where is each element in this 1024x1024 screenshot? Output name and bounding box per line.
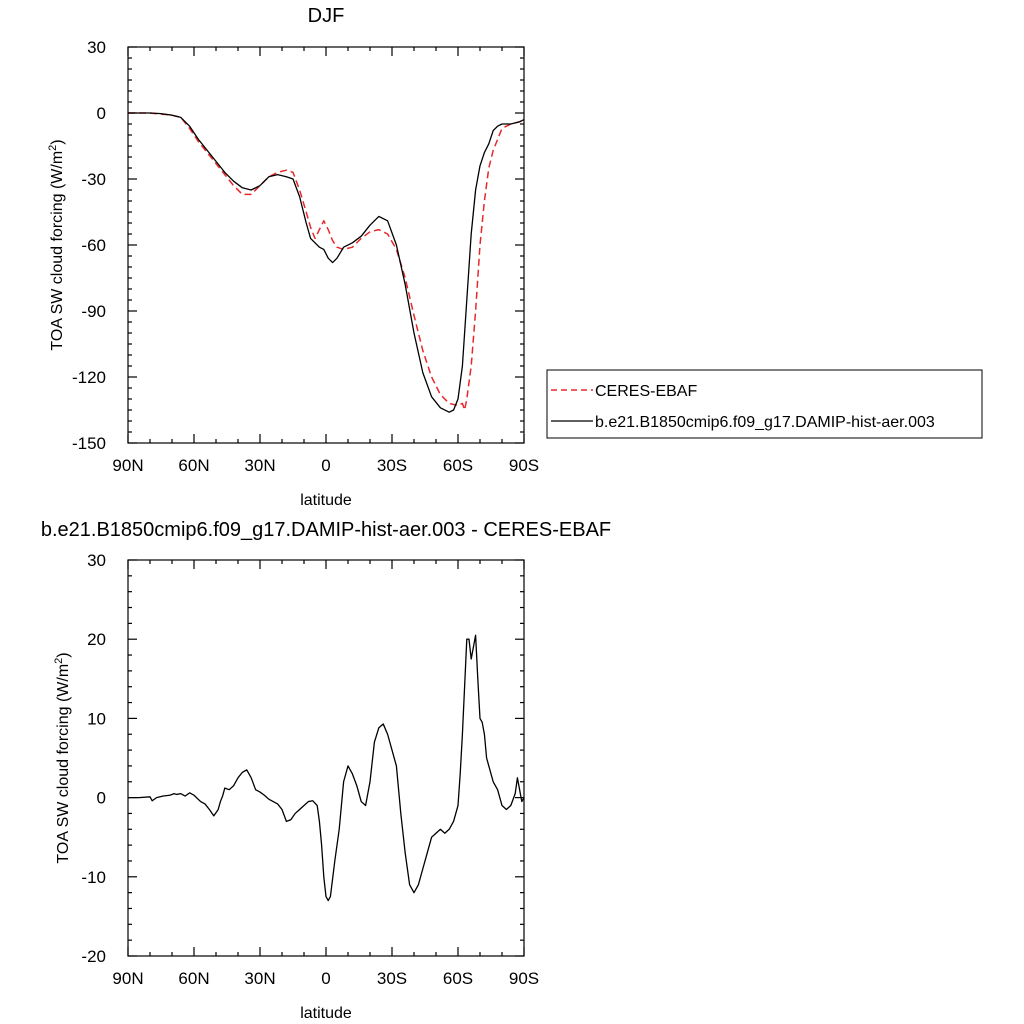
legend-label-ceres: CERES-EBAF xyxy=(595,383,697,400)
top-chart-series-line-1 xyxy=(128,112,525,413)
bottom-chart-ylabel-superscript: 2 xyxy=(53,658,65,664)
bottom-chart-ytick-label: 10 xyxy=(87,709,106,728)
top-chart-ylabel: TOA SW cloud forcing (W/m2) xyxy=(47,139,66,350)
bottom-chart-xlabel: latitude xyxy=(300,1005,352,1022)
bottom-chart-ytick-label: -20 xyxy=(81,947,106,966)
legend-label-model: b.e21.B1850cmip6.f09_g17.DAMIP-hist-aer.… xyxy=(595,414,935,431)
bottom-chart-ytick-label: -10 xyxy=(81,868,106,887)
bottom-chart-xtick-label: 60S xyxy=(443,969,473,988)
top-chart-ytick-label: -150 xyxy=(72,434,106,453)
bottom-chart-ticks: 90N 60N 30N 0 30S 60S 90S 30 20 10 0 -10 -20 xyxy=(81,551,539,988)
top-chart-ytick-label: 0 xyxy=(97,104,106,123)
top-chart-xtick-label: 30N xyxy=(244,456,275,475)
top-chart-ticks: 90N 60N 30N 0 30S 60S 90S 30 0 -30 -60 -90 -120 -150 xyxy=(72,38,539,475)
bottom-chart-ylabel-main: TOA SW cloud forcing (W/m xyxy=(55,664,72,864)
top-chart-ytick-label: -60 xyxy=(81,236,106,255)
legend-box xyxy=(546,369,983,439)
top-chart-panel: DJF 90N 60N 30N 0 30S 60S 90S 30 0 -30 -60 -90 -120 -… xyxy=(47,5,539,509)
top-chart-ylabel-close: ) xyxy=(49,139,66,144)
top-chart-ytick-label: -120 xyxy=(72,368,106,387)
top-chart-xtick-label: 60S xyxy=(443,456,473,475)
bottom-chart-xtick-label: 60N xyxy=(178,969,209,988)
bottom-chart-xtick-label: 90S xyxy=(509,969,539,988)
top-chart-xtick-label: 90S xyxy=(509,456,539,475)
legend: CERES-EBAF b.e21.B1850cmip6.f09_g17.DAMI… xyxy=(546,369,983,439)
bottom-chart-series-line-0 xyxy=(128,634,525,902)
bottom-chart-xtick-label: 30N xyxy=(244,969,275,988)
bottom-chart-ylabel-close: ) xyxy=(55,652,72,657)
top-chart-xtick-label: 90N xyxy=(112,456,143,475)
top-chart-xtick-label: 30S xyxy=(377,456,407,475)
bottom-chart-panel: b.e21.B1850cmip6.f09_g17.DAMIP-hist-aer.… xyxy=(41,519,611,1022)
top-chart-xtick-label: 60N xyxy=(178,456,209,475)
top-chart-xtick-label: 0 xyxy=(321,456,330,475)
bottom-chart-ytick-label: 30 xyxy=(87,551,106,570)
top-chart-ylabel-main: TOA SW cloud forcing (W/m xyxy=(49,151,66,351)
bottom-chart-ytick-label: 0 xyxy=(97,789,106,808)
top-chart-ytick-label: 30 xyxy=(87,38,106,57)
top-chart-frame xyxy=(127,46,525,444)
bottom-chart-xtick-label: 0 xyxy=(321,969,330,988)
top-chart-series-group xyxy=(128,112,525,413)
bottom-chart-ylabel: TOA SW cloud forcing (W/m2) xyxy=(53,652,72,863)
bottom-chart-ytick-label: 20 xyxy=(87,630,106,649)
top-chart-ytick-label: -30 xyxy=(81,170,106,189)
bottom-chart-xtick-label: 90N xyxy=(112,969,143,988)
top-chart-series-line-0 xyxy=(128,112,525,411)
top-chart-title: DJF xyxy=(308,5,345,27)
top-chart-ytick-label: -90 xyxy=(81,302,106,321)
top-chart-ylabel-superscript: 2 xyxy=(47,145,59,151)
bottom-chart-series-group xyxy=(128,634,525,902)
top-chart-xlabel: latitude xyxy=(300,492,352,509)
bottom-chart-title: b.e21.B1850cmip6.f09_g17.DAMIP-hist-aer.… xyxy=(41,519,611,541)
bottom-chart-xtick-label: 30S xyxy=(377,969,407,988)
